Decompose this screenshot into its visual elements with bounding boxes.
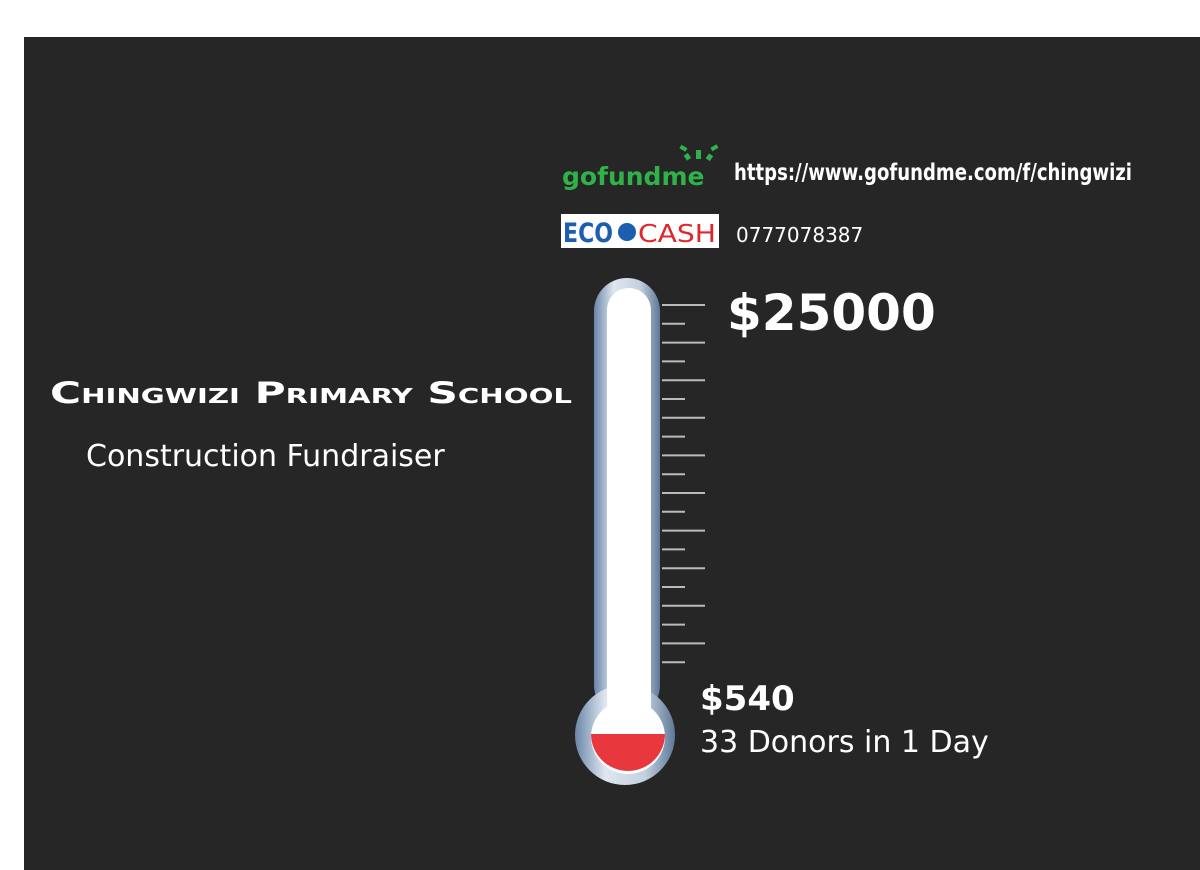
ecocash-badge (561, 214, 719, 248)
tube-inner (607, 288, 651, 728)
thermometer (575, 278, 705, 785)
fill-level (591, 734, 665, 771)
gofundme-icon (679, 144, 719, 162)
gofundme-url[interactable]: https://www.gofundme.com/f/chingwizi (734, 160, 1132, 186)
ecocash-number: 0777078387 (736, 223, 863, 247)
raised-amount: $540 (700, 679, 795, 719)
gofundme-logo: gofundme (562, 162, 704, 191)
ecocash-logo-right: CASH (638, 219, 716, 248)
ecocash-logo-left: ECO (563, 218, 613, 249)
school-subtitle: Construction Fundraiser (86, 439, 445, 474)
school-title: Chingwizi Primary School (50, 376, 572, 410)
goal-amount: $25000 (727, 284, 936, 342)
scale-ticks (662, 304, 705, 664)
ecocash-globe (618, 223, 636, 241)
raised-note: 33 Donors in 1 Day (700, 725, 989, 760)
